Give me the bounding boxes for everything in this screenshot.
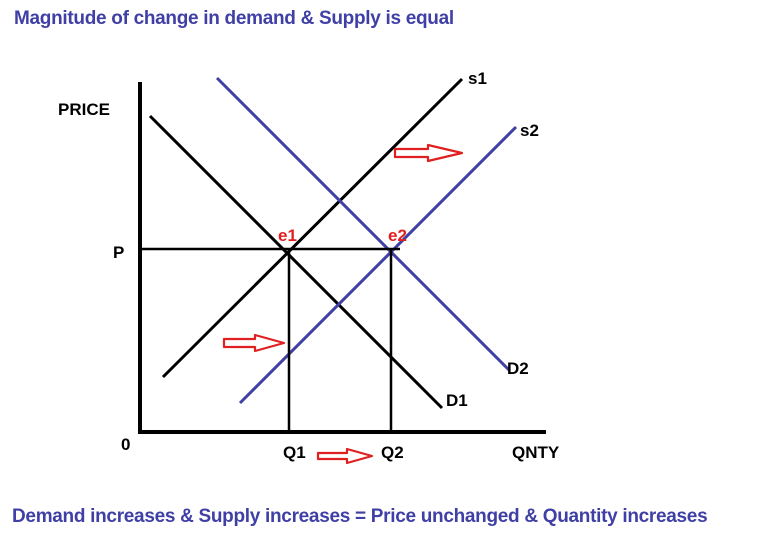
price-label: P — [113, 243, 124, 262]
q2-label: Q2 — [381, 443, 404, 462]
supply-curve-s1 — [161, 77, 464, 379]
demand-shift-arrow — [222, 333, 286, 353]
q1-label: Q1 — [283, 443, 306, 462]
equilibrium-e2-label: e2 — [388, 226, 407, 245]
d1-label: D1 — [446, 391, 468, 410]
supply-curve-s2 — [238, 125, 518, 405]
d2-label: D2 — [507, 359, 529, 378]
y-axis-label: PRICE — [58, 100, 110, 119]
supply-shift-arrow — [393, 143, 464, 163]
equilibrium-e1-label: e1 — [278, 226, 297, 245]
quantity-shift-arrow — [316, 447, 374, 465]
conclusion-text: Demand increases & Supply increases = Pr… — [12, 506, 708, 527]
s1-label: s1 — [468, 69, 487, 88]
s2-label: s2 — [520, 121, 539, 140]
demand-curve-d2 — [215, 76, 511, 372]
demand-curve-d1 — [148, 114, 444, 410]
x-axis-label: QNTY — [512, 443, 560, 462]
origin-label: 0 — [121, 435, 130, 454]
diagram-title: Magnitude of change in demand & Supply i… — [14, 8, 454, 29]
